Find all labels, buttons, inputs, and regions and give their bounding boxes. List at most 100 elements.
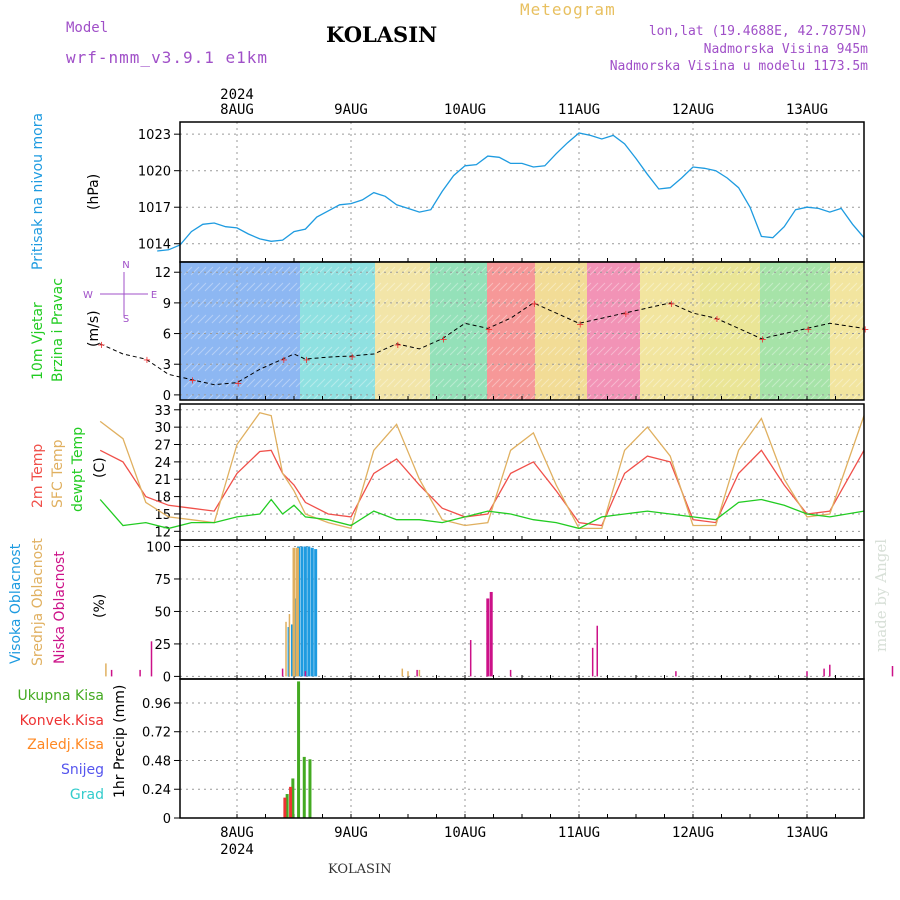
wind-barb	[540, 314, 550, 324]
wind-barb	[442, 266, 452, 276]
wind-barb	[190, 362, 200, 372]
wind-barb	[183, 314, 193, 324]
wind-barb	[512, 394, 522, 404]
wind-barb	[246, 282, 256, 292]
temp-side-label-3: dewpt Temp	[70, 427, 86, 512]
bar-clouds-2-6	[469, 640, 472, 677]
wind-barb	[862, 394, 872, 404]
wind-barb	[736, 346, 746, 356]
wind-barb	[736, 266, 746, 276]
wind-barb	[568, 298, 578, 308]
wind-barb	[526, 266, 536, 276]
wind-barb	[372, 266, 382, 276]
wind-barb	[694, 362, 704, 372]
wind-barb	[449, 346, 459, 356]
bar-clouds-0-0	[287, 627, 290, 677]
wind-barb	[743, 314, 753, 324]
wind-barb	[561, 378, 571, 388]
wind-barb	[491, 330, 501, 340]
ytick-label-temperature-4: 24	[154, 456, 171, 471]
wind-barb	[708, 394, 718, 404]
wind-barb	[281, 282, 291, 292]
wind-barb	[687, 282, 697, 292]
wind-barb	[778, 314, 788, 324]
wind-barb	[589, 394, 599, 404]
wind-barb	[309, 362, 319, 372]
wind-barb	[715, 378, 725, 388]
wind-barb	[561, 282, 571, 292]
wind-barb	[316, 378, 326, 388]
wind-barb	[715, 266, 725, 276]
wind-marker-8: +	[280, 355, 288, 366]
wind-barb	[183, 330, 193, 340]
wind-barb	[477, 362, 487, 372]
wind-barb	[554, 394, 564, 404]
model-name: wrf-nmm_v3.9.1 e1km	[66, 48, 269, 67]
wind-barb	[386, 362, 396, 372]
wind-barb	[722, 362, 732, 372]
bar-precip-0-3	[302, 756, 306, 818]
wind-barb	[337, 362, 347, 372]
wind-barb	[631, 362, 641, 372]
wind-barb	[197, 298, 207, 308]
wind-barb	[554, 330, 564, 340]
series-pressure-0	[157, 132, 865, 252]
wind-barb	[358, 282, 368, 292]
wind-side-label-1: 10m Vjetar	[30, 302, 46, 380]
wind-barb	[736, 394, 746, 404]
wind-band-6	[587, 262, 640, 400]
wind-barb	[575, 266, 585, 276]
wind-barb	[498, 330, 508, 340]
wind-barb	[309, 314, 319, 324]
wind-barb	[757, 266, 767, 276]
ytick-label-wind-1: 3	[163, 358, 171, 373]
wind-barb	[666, 330, 676, 340]
wind-barb	[267, 394, 277, 404]
wind-barb	[281, 346, 291, 356]
wind-barb	[708, 330, 718, 340]
wind-barb	[736, 378, 746, 388]
wind-barb	[442, 298, 452, 308]
wind-barb	[393, 330, 403, 340]
wind-barb	[694, 314, 704, 324]
wind-barb	[456, 394, 466, 404]
wind-barb	[316, 266, 326, 276]
wind-barb	[666, 378, 676, 388]
wind-barb	[309, 378, 319, 388]
wind-barb	[701, 394, 711, 404]
wind-barb	[589, 282, 599, 292]
wind-barb	[638, 346, 648, 356]
wind-barb	[589, 362, 599, 372]
wind-barb	[778, 298, 788, 308]
wind-barb	[554, 346, 564, 356]
wind-barb	[274, 330, 284, 340]
wind-barb	[659, 346, 669, 356]
bottom-day-label-5: 13AUG	[786, 825, 828, 841]
wind-barb	[421, 378, 431, 388]
ytick-label-temperature-5: 27	[154, 439, 171, 454]
compass-e: E	[151, 290, 157, 301]
bottom-day-label-4: 12AUG	[672, 825, 714, 841]
wind-barb	[477, 282, 487, 292]
wind-marker-26: +	[667, 299, 675, 310]
bar-clouds-2-15	[829, 664, 831, 677]
wind-barb	[582, 330, 592, 340]
wind-marker-2: +	[143, 355, 151, 366]
wind-barb	[253, 346, 263, 356]
wind-barb	[547, 330, 557, 340]
wind-barb	[799, 330, 809, 340]
wind-barb	[547, 394, 557, 404]
wind-barb	[204, 394, 214, 404]
wind-barb	[764, 362, 774, 372]
wind-barb	[792, 314, 802, 324]
wind-barb	[379, 314, 389, 324]
wind-barb	[827, 394, 837, 404]
wind-barb	[267, 346, 277, 356]
wind-barb	[225, 266, 235, 276]
wind-barb	[722, 282, 732, 292]
wind-barb	[645, 314, 655, 324]
wind-barb	[190, 298, 200, 308]
wind-marker-18: +	[485, 324, 493, 335]
ytick-label-clouds-4: 100	[146, 540, 171, 555]
wind-barb	[498, 282, 508, 292]
